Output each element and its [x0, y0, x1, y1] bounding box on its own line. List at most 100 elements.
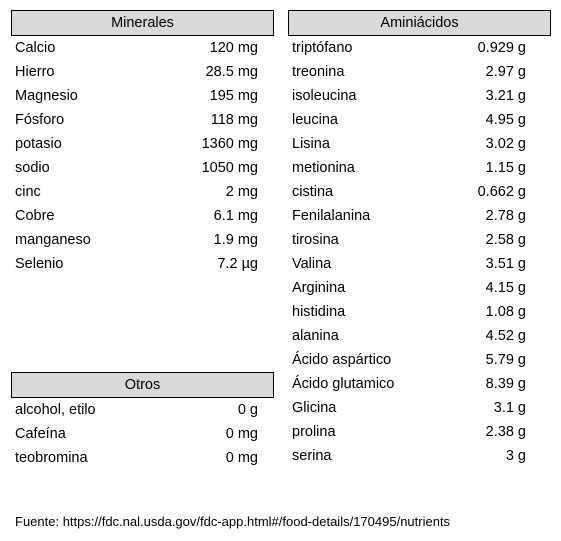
nutrient-value: 4.15 g: [485, 280, 526, 296]
minerales-list: Calcio 120 mg Hierro 28.5 mg Magnesio 195 mg F…: [11, 36, 274, 276]
nutrient-value: 28.5 mg: [205, 64, 258, 80]
nutrient-value: 0.929 g: [477, 40, 526, 56]
nutrient-value: 1.08 g: [485, 304, 526, 320]
nutrient-value: 0.662 g: [477, 184, 526, 200]
nutrient-name: triptófano: [292, 40, 353, 56]
nutrient-name: Selenio: [15, 256, 64, 272]
nutrient-row: teobromina 0 mg: [11, 446, 274, 470]
nutrient-name: Magnesio: [15, 88, 78, 104]
nutrient-name: teobromina: [15, 450, 88, 466]
nutrient-value: 2.78 g: [485, 208, 526, 224]
otros-header: Otros: [11, 372, 274, 398]
nutrient-name: Fósforo: [15, 112, 65, 128]
nutrient-value: 3.1 g: [493, 400, 526, 416]
nutrient-row: potasio 1360 mg: [11, 132, 274, 156]
nutrient-value: 1.9 mg: [213, 232, 258, 248]
aminoacidos-list: triptófano 0.929 g treonina 2.97 g isoleucin…: [288, 36, 551, 468]
nutrient-value: 2.38 g: [485, 424, 526, 440]
nutrient-value: 3.02 g: [485, 136, 526, 152]
nutrient-name: Glicina: [292, 400, 337, 416]
nutrient-row: sodio 1050 mg: [11, 156, 274, 180]
nutrient-row: metionina 1.15 g: [288, 156, 551, 180]
nutrient-name: Hierro: [15, 64, 55, 80]
nutrient-row: histidina 1.08 g: [288, 300, 551, 324]
nutrient-row: Ácido glutamico 8.39 g: [288, 372, 551, 396]
nutrient-name: metionina: [292, 160, 355, 176]
nutrient-value: 5.79 g: [485, 352, 526, 368]
nutrient-value: 2.58 g: [485, 232, 526, 248]
nutrient-value: 7.2 µg: [217, 256, 258, 272]
nutrient-name: leucina: [292, 112, 338, 128]
nutrient-row: tirosina 2.58 g: [288, 228, 551, 252]
nutrient-value: 1050 mg: [201, 160, 258, 176]
nutrient-value: 2.97 g: [485, 64, 526, 80]
nutrient-value: 1.15 g: [485, 160, 526, 176]
nutrient-row: Magnesio 195 mg: [11, 84, 274, 108]
nutrient-value: 118 mg: [210, 112, 258, 128]
nutrient-name: serina: [292, 448, 332, 464]
nutrient-row: Cafeína 0 mg: [11, 422, 274, 446]
nutrient-row: Fósforo 118 mg: [11, 108, 274, 132]
minerales-header: Minerales: [11, 10, 274, 36]
aminoacidos-header: Aminiácidos: [288, 10, 551, 36]
nutrient-row: triptófano 0.929 g: [288, 36, 551, 60]
nutrient-value: 4.95 g: [485, 112, 526, 128]
nutrient-row: alcohol, etilo 0 g: [11, 398, 274, 422]
nutrient-row: Calcio 120 mg: [11, 36, 274, 60]
nutrient-name: alcohol, etilo: [15, 402, 96, 418]
nutrient-row: Selenio 7.2 µg: [11, 252, 274, 276]
nutrient-name: Valina: [292, 256, 332, 272]
nutrient-row: manganeso 1.9 mg: [11, 228, 274, 252]
nutrient-value: 3 g: [505, 448, 526, 464]
nutrient-row: isoleucina 3.21 g: [288, 84, 551, 108]
nutrient-name: Ácido glutamico: [292, 376, 395, 392]
nutrient-name: Cafeína: [15, 426, 66, 442]
nutrient-name: Lisina: [292, 136, 330, 152]
nutrient-value: 3.51 g: [485, 256, 526, 272]
source-citation: Fuente: https://fdc.nal.usda.gov/fdc-app…: [15, 514, 451, 529]
nutrient-row: Valina 3.51 g: [288, 252, 551, 276]
nutrient-name: isoleucina: [292, 88, 357, 104]
nutrient-name: manganeso: [15, 232, 91, 248]
nutrient-name: Cobre: [15, 208, 55, 224]
nutrient-row: treonina 2.97 g: [288, 60, 551, 84]
nutrient-row: alanina 4.52 g: [288, 324, 551, 348]
nutrient-row: Fenilalanina 2.78 g: [288, 204, 551, 228]
nutrient-name: sodio: [15, 160, 50, 176]
nutrient-name: alanina: [292, 328, 339, 344]
nutrient-name: histidina: [292, 304, 346, 320]
nutrient-name: prolina: [292, 424, 336, 440]
nutrient-row: Arginina 4.15 g: [288, 276, 551, 300]
nutrient-value: 120 mg: [209, 40, 258, 56]
nutrient-row: cistina 0.662 g: [288, 180, 551, 204]
minerales-panel: Minerales Calcio 120 mg Hierro 28.5 mg Magne…: [11, 10, 274, 276]
nutrient-name: cistina: [292, 184, 334, 200]
nutrient-row: leucina 4.95 g: [288, 108, 551, 132]
nutrient-value: 1360 mg: [201, 136, 258, 152]
nutrient-value: 3.21 g: [485, 88, 526, 104]
nutrient-name: Calcio: [15, 40, 56, 56]
nutrient-row: serina 3 g: [288, 444, 551, 468]
nutrient-row: Ácido aspártico 5.79 g: [288, 348, 551, 372]
nutrient-name: Ácido aspártico: [292, 352, 392, 368]
nutrient-row: Glicina 3.1 g: [288, 396, 551, 420]
nutrient-value: 0 g: [237, 402, 258, 418]
aminoacidos-panel: Aminiácidos triptófano 0.929 g treonina 2.9…: [288, 10, 551, 468]
nutrient-row: Cobre 6.1 mg: [11, 204, 274, 228]
nutrient-value: 0 mg: [225, 450, 258, 466]
nutrient-value: 4.52 g: [485, 328, 526, 344]
nutrient-name: potasio: [15, 136, 62, 152]
nutrient-value: 8.39 g: [485, 376, 526, 392]
nutrient-name: Fenilalanina: [292, 208, 371, 224]
nutrient-name: treonina: [292, 64, 345, 80]
nutrient-name: Arginina: [292, 280, 346, 296]
nutrient-name: cinc: [15, 184, 41, 200]
nutrient-value: 2 mg: [225, 184, 258, 200]
nutrient-value: 195 mg: [209, 88, 258, 104]
otros-panel: Otros alcohol, etilo 0 g Cafeína 0 mg teobro…: [11, 372, 274, 470]
nutrient-row: Lisina 3.02 g: [288, 132, 551, 156]
otros-list: alcohol, etilo 0 g Cafeína 0 mg teobromina 0 …: [11, 398, 274, 470]
nutrient-row: prolina 2.38 g: [288, 420, 551, 444]
nutrient-row: Hierro 28.5 mg: [11, 60, 274, 84]
nutrient-name: tirosina: [292, 232, 339, 248]
